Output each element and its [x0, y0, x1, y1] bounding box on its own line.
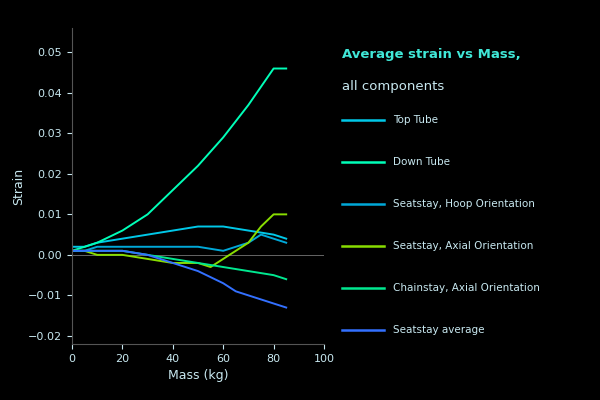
Seatstay average: [81, 248, 88, 253]
Seatstay, Axial Orientation: [232, 248, 239, 253]
Text: Top Tube: Top Tube: [393, 115, 438, 125]
Seatstay, Hoop Orientation: [144, 244, 151, 249]
Top Tube: [119, 236, 126, 241]
Text: all components: all components: [342, 80, 444, 93]
Text: Down Tube: Down Tube: [393, 157, 450, 167]
Seatstay, Hoop Orientation: [119, 244, 126, 249]
Seatstay average: [68, 248, 76, 253]
Seatstay average: [232, 289, 239, 294]
Seatstay, Axial Orientation: [283, 212, 290, 217]
Text: Average strain vs Mass,: Average strain vs Mass,: [342, 48, 521, 61]
Y-axis label: Strain: Strain: [13, 168, 25, 204]
Seatstay average: [270, 301, 277, 306]
Seatstay, Hoop Orientation: [169, 244, 176, 249]
Seatstay average: [169, 260, 176, 265]
Seatstay, Hoop Orientation: [81, 248, 88, 253]
Seatstay, Axial Orientation: [220, 256, 227, 261]
Seatstay, Hoop Orientation: [245, 240, 252, 245]
Line: Seatstay average: Seatstay average: [72, 251, 286, 308]
Chainstay, Axial Orientation: [169, 256, 176, 261]
Line: Seatstay, Axial Orientation: Seatstay, Axial Orientation: [72, 214, 286, 267]
Seatstay, Axial Orientation: [94, 252, 101, 257]
Down Tube: [81, 244, 88, 249]
Line: Chainstay, Axial Orientation: Chainstay, Axial Orientation: [72, 251, 286, 279]
Down Tube: [283, 66, 290, 71]
Down Tube: [119, 228, 126, 233]
Top Tube: [245, 228, 252, 233]
Seatstay, Hoop Orientation: [220, 248, 227, 253]
Text: Chainstay, Axial Orientation: Chainstay, Axial Orientation: [393, 283, 540, 293]
Top Tube: [270, 232, 277, 237]
Top Tube: [81, 244, 88, 249]
Down Tube: [220, 135, 227, 140]
Chainstay, Axial Orientation: [119, 248, 126, 253]
Top Tube: [68, 244, 76, 249]
Top Tube: [283, 236, 290, 241]
Down Tube: [270, 66, 277, 71]
Seatstay, Axial Orientation: [194, 260, 202, 265]
Seatstay average: [144, 252, 151, 257]
Chainstay, Axial Orientation: [283, 277, 290, 282]
Seatstay average: [283, 305, 290, 310]
Seatstay, Axial Orientation: [270, 212, 277, 217]
Top Tube: [194, 224, 202, 229]
Down Tube: [169, 188, 176, 192]
Seatstay average: [220, 281, 227, 286]
Chainstay, Axial Orientation: [68, 248, 76, 253]
Seatstay average: [194, 269, 202, 274]
Seatstay average: [94, 248, 101, 253]
Seatstay, Axial Orientation: [245, 240, 252, 245]
Top Tube: [94, 240, 101, 245]
Text: Seatstay average: Seatstay average: [393, 325, 485, 335]
Seatstay, Axial Orientation: [169, 260, 176, 265]
Top Tube: [144, 232, 151, 237]
Seatstay, Axial Orientation: [207, 265, 214, 270]
Seatstay, Hoop Orientation: [94, 244, 101, 249]
Chainstay, Axial Orientation: [220, 265, 227, 270]
Top Tube: [220, 224, 227, 229]
Seatstay, Axial Orientation: [119, 252, 126, 257]
Down Tube: [94, 240, 101, 245]
Seatstay, Axial Orientation: [257, 224, 265, 229]
Down Tube: [68, 248, 76, 253]
Text: Seatstay, Hoop Orientation: Seatstay, Hoop Orientation: [393, 199, 535, 209]
Chainstay, Axial Orientation: [270, 273, 277, 278]
Text: Seatstay, Axial Orientation: Seatstay, Axial Orientation: [393, 241, 533, 251]
Seatstay average: [245, 293, 252, 298]
Chainstay, Axial Orientation: [81, 248, 88, 253]
Seatstay, Hoop Orientation: [257, 232, 265, 237]
Down Tube: [144, 212, 151, 217]
Line: Down Tube: Down Tube: [72, 68, 286, 251]
Top Tube: [169, 228, 176, 233]
Seatstay average: [119, 248, 126, 253]
X-axis label: Mass (kg): Mass (kg): [168, 369, 228, 382]
Down Tube: [194, 163, 202, 168]
Seatstay, Axial Orientation: [68, 248, 76, 253]
Line: Top Tube: Top Tube: [72, 226, 286, 247]
Line: Seatstay, Hoop Orientation: Seatstay, Hoop Orientation: [72, 235, 286, 251]
Seatstay average: [257, 297, 265, 302]
Seatstay, Hoop Orientation: [194, 244, 202, 249]
Chainstay, Axial Orientation: [144, 252, 151, 257]
Seatstay, Hoop Orientation: [283, 240, 290, 245]
Chainstay, Axial Orientation: [94, 248, 101, 253]
Seatstay, Axial Orientation: [144, 256, 151, 261]
Down Tube: [245, 102, 252, 107]
Chainstay, Axial Orientation: [245, 269, 252, 274]
Seatstay, Axial Orientation: [81, 248, 88, 253]
Chainstay, Axial Orientation: [194, 260, 202, 265]
Seatstay, Hoop Orientation: [68, 248, 76, 253]
Seatstay, Hoop Orientation: [270, 236, 277, 241]
